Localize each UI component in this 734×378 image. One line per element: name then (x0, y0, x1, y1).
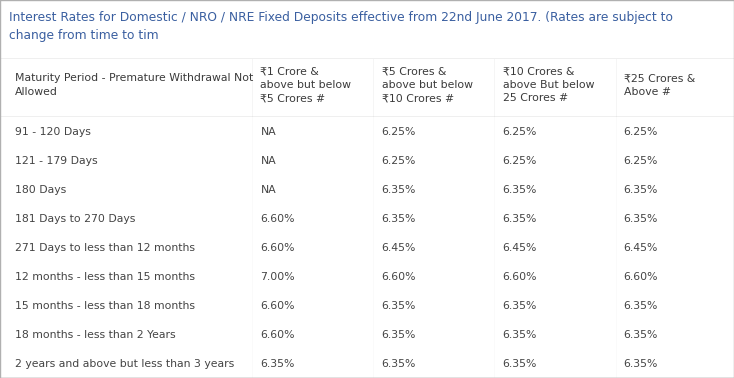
Text: 6.35%: 6.35% (503, 330, 537, 339)
Text: 6.25%: 6.25% (503, 127, 537, 137)
Text: NA: NA (261, 184, 276, 195)
Text: 6.35%: 6.35% (382, 301, 416, 311)
Text: NA: NA (261, 127, 276, 137)
Text: Maturity Period - Premature Withdrawal Not
Allowed: Maturity Period - Premature Withdrawal N… (15, 73, 253, 96)
Text: 6.60%: 6.60% (624, 271, 658, 282)
Text: 6.60%: 6.60% (382, 271, 416, 282)
Text: 6.35%: 6.35% (624, 330, 658, 339)
Text: 15 months - less than 18 months: 15 months - less than 18 months (15, 301, 195, 311)
Text: 6.25%: 6.25% (382, 127, 416, 137)
Text: 6.60%: 6.60% (503, 271, 537, 282)
Text: 6.35%: 6.35% (503, 214, 537, 224)
Text: 6.35%: 6.35% (624, 358, 658, 369)
Text: 6.25%: 6.25% (624, 127, 658, 137)
Text: 6.60%: 6.60% (261, 330, 295, 339)
Text: ₹1 Crore &
above but below
₹5 Crores #: ₹1 Crore & above but below ₹5 Crores # (261, 67, 352, 103)
Text: 6.35%: 6.35% (503, 358, 537, 369)
Text: 6.35%: 6.35% (503, 301, 537, 311)
Text: NA: NA (261, 156, 276, 166)
Text: 91 - 120 Days: 91 - 120 Days (15, 127, 91, 137)
Text: 6.35%: 6.35% (382, 330, 416, 339)
Text: 2 years and above but less than 3 years: 2 years and above but less than 3 years (15, 358, 234, 369)
Text: 6.45%: 6.45% (624, 243, 658, 253)
Text: ₹5 Crores &
above but below
₹10 Crores #: ₹5 Crores & above but below ₹10 Crores # (382, 67, 473, 103)
Text: 6.35%: 6.35% (503, 184, 537, 195)
Text: 12 months - less than 15 months: 12 months - less than 15 months (15, 271, 195, 282)
Text: ₹10 Crores &
above But below
25 Crores #: ₹10 Crores & above But below 25 Crores # (503, 67, 595, 103)
Text: 6.60%: 6.60% (261, 243, 295, 253)
Text: 6.35%: 6.35% (382, 358, 416, 369)
Text: 6.45%: 6.45% (382, 243, 416, 253)
Text: 6.35%: 6.35% (261, 358, 295, 369)
Text: 18 months - less than 2 Years: 18 months - less than 2 Years (15, 330, 176, 339)
Text: 6.45%: 6.45% (503, 243, 537, 253)
Text: 271 Days to less than 12 months: 271 Days to less than 12 months (15, 243, 195, 253)
Text: ₹25 Crores &
Above #: ₹25 Crores & Above # (624, 73, 695, 96)
Text: 7.00%: 7.00% (261, 271, 295, 282)
Text: 181 Days to 270 Days: 181 Days to 270 Days (15, 214, 136, 224)
Text: 6.60%: 6.60% (261, 301, 295, 311)
Text: 6.35%: 6.35% (624, 301, 658, 311)
Text: Interest Rates for Domestic / NRO / NRE Fixed Deposits effective from 22nd June : Interest Rates for Domestic / NRO / NRE … (9, 11, 673, 42)
Text: 6.35%: 6.35% (624, 184, 658, 195)
Text: 6.35%: 6.35% (624, 214, 658, 224)
Text: 6.25%: 6.25% (503, 156, 537, 166)
Text: 6.25%: 6.25% (624, 156, 658, 166)
Text: 6.25%: 6.25% (382, 156, 416, 166)
Text: 180 Days: 180 Days (15, 184, 67, 195)
Text: 6.35%: 6.35% (382, 184, 416, 195)
Text: 121 - 179 Days: 121 - 179 Days (15, 156, 98, 166)
Text: 6.60%: 6.60% (261, 214, 295, 224)
Text: 6.35%: 6.35% (382, 214, 416, 224)
